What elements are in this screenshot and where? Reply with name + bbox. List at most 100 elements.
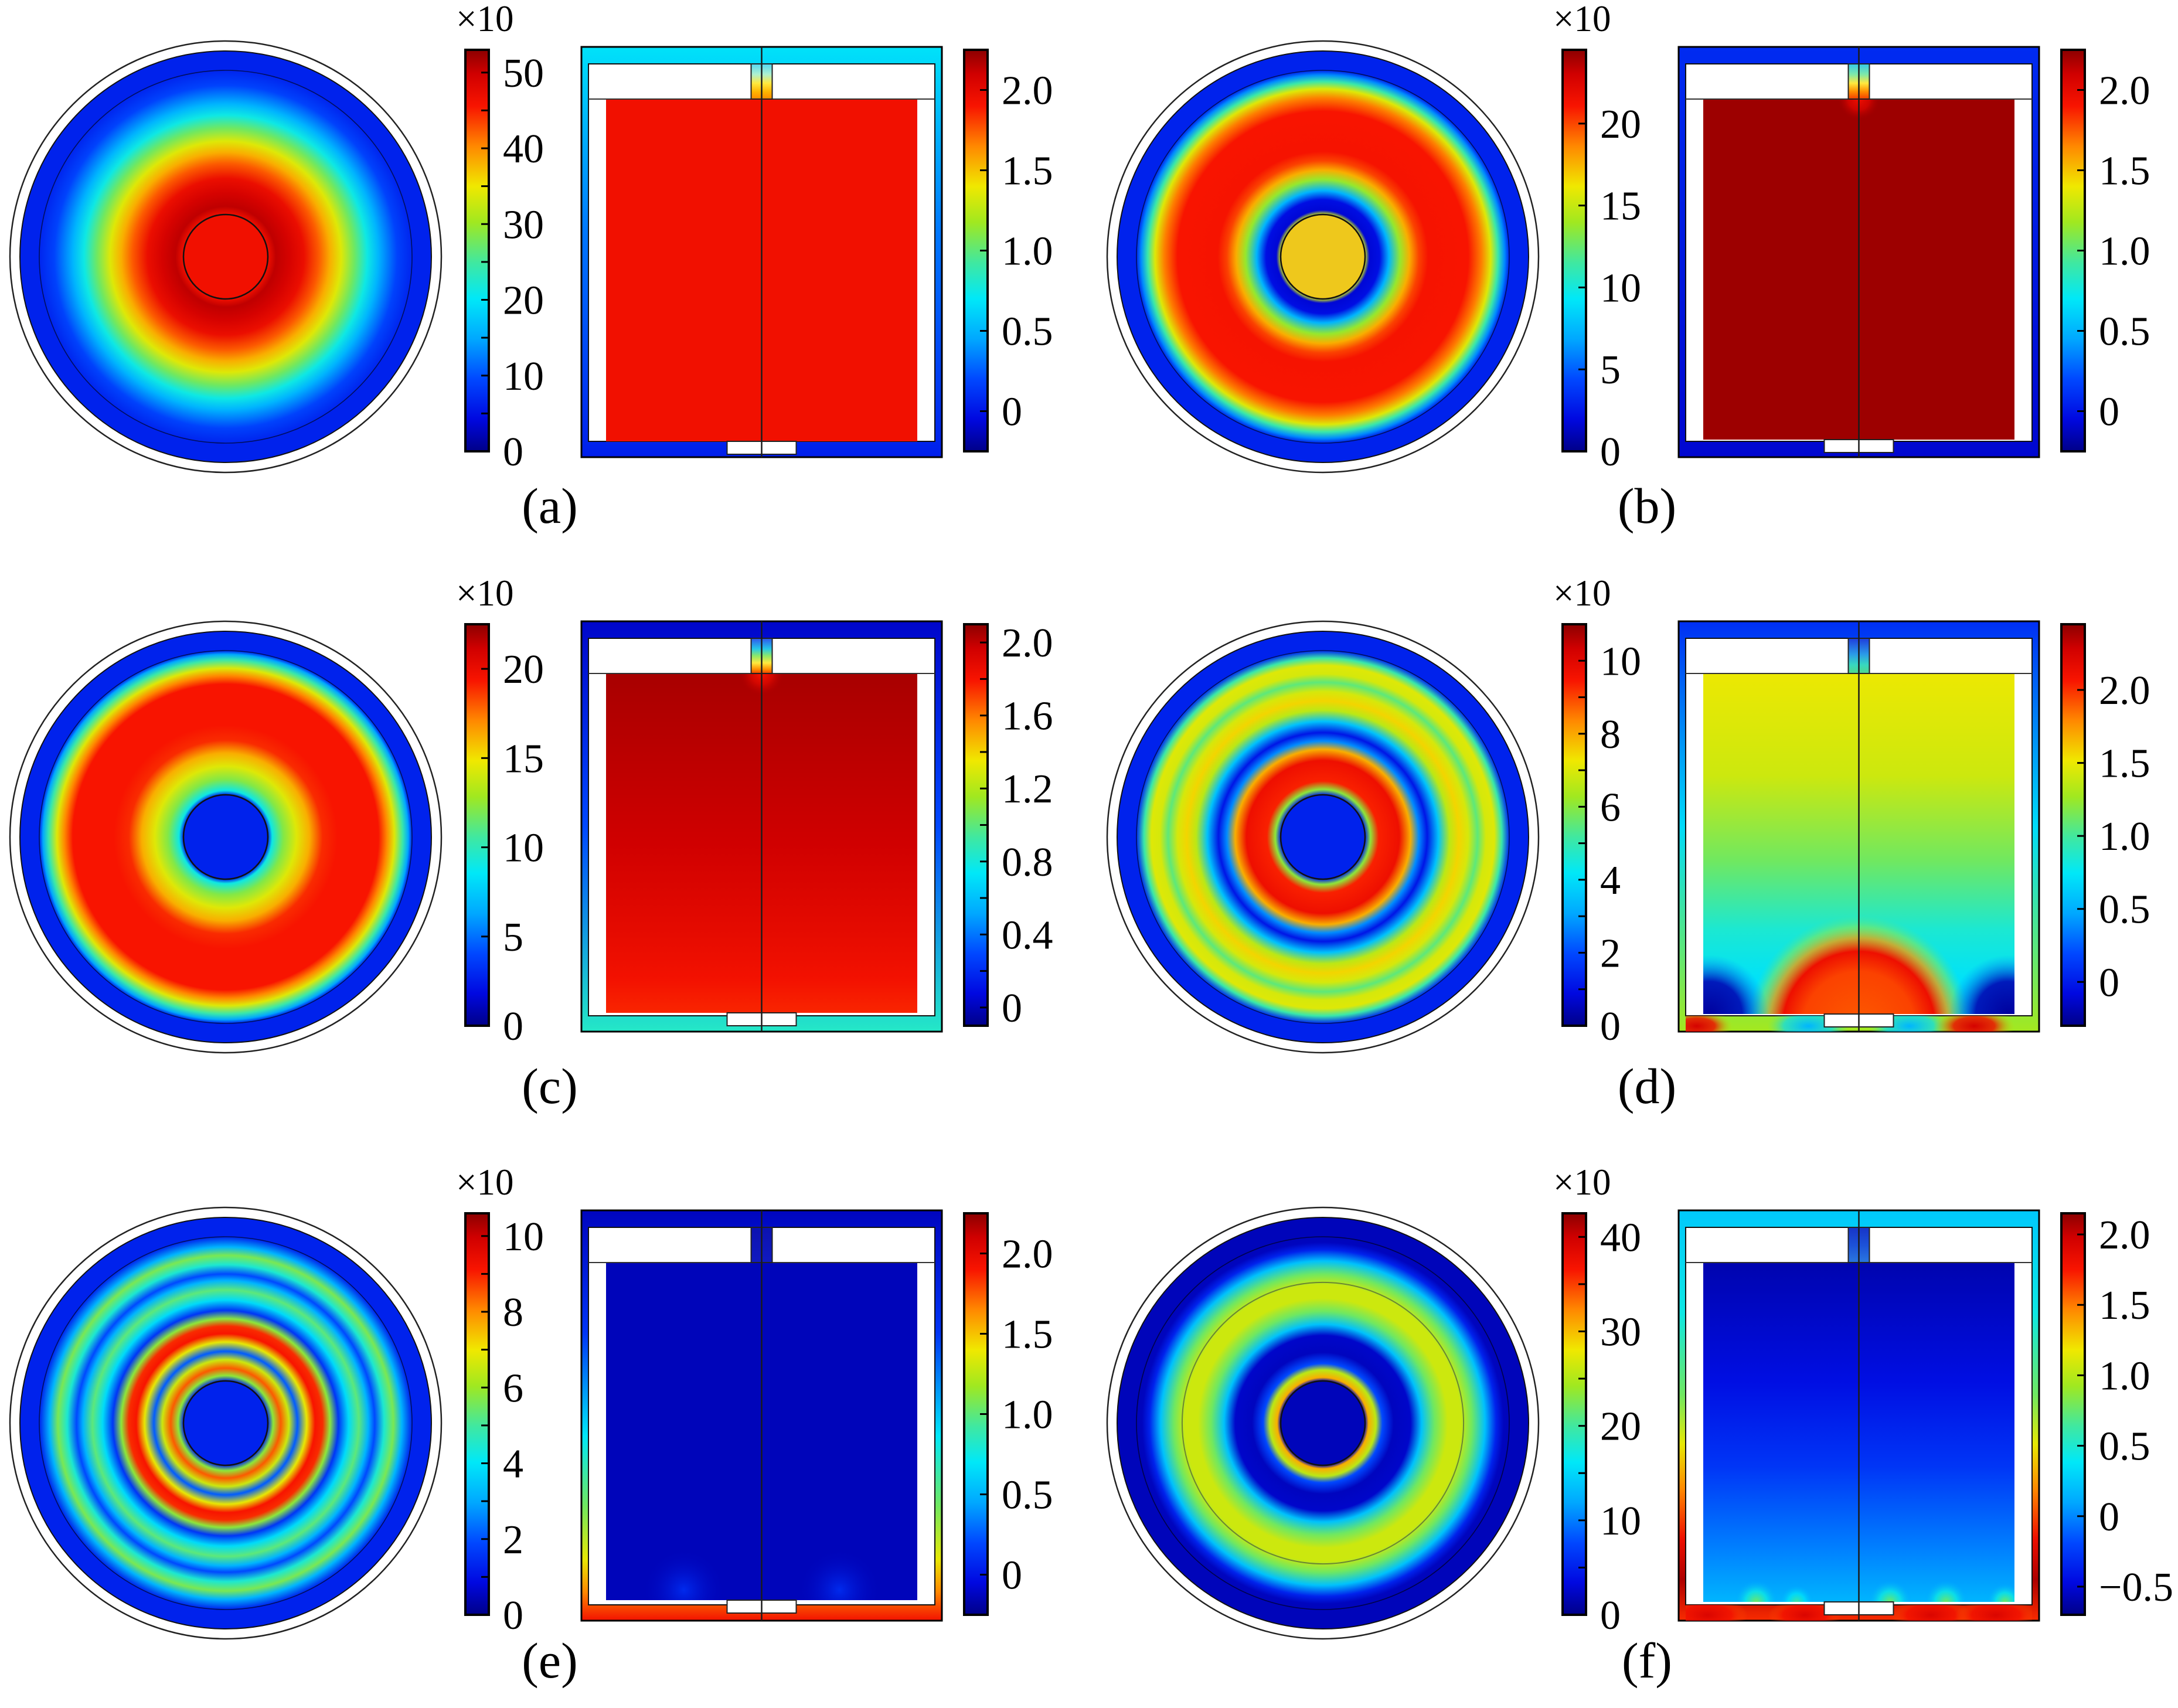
colorbar-tick-label: 20	[503, 278, 544, 324]
colorbar-tick-label: 8	[1600, 712, 1621, 757]
circle-plot-b	[1106, 40, 1540, 474]
colorbar-tick-label: 0	[503, 1004, 523, 1049]
section-plot-c	[580, 620, 943, 1033]
field-blob	[1949, 955, 2014, 1014]
colorbar-section-bar-f	[2060, 1212, 2086, 1616]
colorbar-exponent: ×10	[1553, 573, 1611, 614]
colorbar-tick-label: 4	[1600, 858, 1621, 903]
colorbar-field-bar-d	[1561, 623, 1587, 1027]
hotspot	[1686, 1605, 1748, 1621]
colorbar-tick-label: 0	[1002, 390, 1022, 435]
colorbar-tick-label: 1.5	[1002, 1312, 1053, 1357]
circle-plot-d	[1106, 620, 1540, 1054]
colorbar-field-bar-a	[464, 49, 490, 452]
faint-boundary-ring-f	[1181, 1281, 1465, 1565]
colorbar-tick-label: 40	[1600, 1215, 1641, 1260]
colorbar-tick-label: 20	[1600, 102, 1641, 147]
colorbar-tick-label: 2.0	[1002, 621, 1053, 666]
colorbar-tick-label: 0	[1600, 1004, 1621, 1049]
hotspot	[1890, 1605, 1972, 1621]
colorbar-tick-label: 10	[503, 354, 544, 399]
circle-plot-f	[1106, 1206, 1540, 1640]
field-blob	[1703, 955, 1769, 1014]
hotspot	[1768, 1605, 1842, 1621]
colorbar-field-bar-e	[464, 1212, 490, 1616]
panel-d: 0 2 4 6 8 10 ×10 0 0.5 1.0 1.5 2.0 (d)	[1106, 573, 2150, 1114]
section-plot-a	[580, 46, 943, 458]
panel-label-e: (e)	[522, 1632, 577, 1689]
colorbar-tick-label: 1.0	[2099, 229, 2150, 274]
colorbar-tick-label: 0.4	[1002, 913, 1053, 958]
colorbar-tick-label: 0	[1600, 430, 1621, 475]
colorbar-tick-label: −0.5	[2099, 1565, 2173, 1610]
colorbar-tick-label: 10	[503, 1214, 544, 1260]
colorbar-tick-label: 0	[2099, 1495, 2119, 1540]
colorbar-tick-label: 0	[503, 1593, 523, 1638]
field-blob	[799, 1549, 880, 1600]
field-blob	[1868, 1580, 1912, 1602]
colorbar-tick-label: 2.0	[1002, 69, 1053, 114]
colorbar-field-e: 0 2 4 6 8 10 ×10	[456, 1162, 544, 1638]
colorbar-tick-label: 6	[503, 1366, 523, 1411]
panel-b: 0 5 10 15 20 ×10 0 0.5 1.0 1.5 2.0 (b)	[1106, 0, 2150, 534]
circle-plot-c	[9, 620, 443, 1054]
colorbar-tick-label: 0.5	[1002, 309, 1053, 355]
colorbar-tick-label: 1.0	[1002, 229, 1053, 274]
colorbar-section-b: 0 0.5 1.0 1.5 2.0	[2060, 49, 2150, 452]
field-blob	[1986, 1583, 2014, 1602]
colorbar-tick-label: 1.0	[2099, 1353, 2150, 1399]
colorbar-tick-label: 1.0	[2099, 814, 2150, 859]
colorbar-tick-label: 5	[1600, 348, 1621, 393]
panel-f: 0 10 20 30 40 ×10 −0.5 0 0.5 1.0 1.5 2.0 (f)	[1106, 1162, 2173, 1689]
colorbar-tick-label: 30	[503, 202, 544, 247]
colorbar-tick-label: 10	[1600, 1499, 1641, 1544]
circle-plot-a	[9, 40, 443, 474]
colorbar-field-bar-c	[464, 623, 490, 1027]
colorbar-tick-label: 50	[503, 51, 544, 96]
colorbar-exponent: ×10	[456, 573, 514, 614]
colorbar-tick-label: 2	[1600, 931, 1621, 976]
circle-plot-e	[9, 1206, 443, 1640]
sample-rod-d	[1279, 794, 1366, 880]
colorbar-tick-label: 0	[2099, 960, 2119, 1005]
colorbar-tick-label: 2	[503, 1518, 523, 1563]
colorbar-tick-label: 0	[1002, 1553, 1022, 1598]
colorbar-tick-label: 0.5	[2099, 1424, 2150, 1469]
bottom-wall-hotspots-d	[1686, 1016, 2016, 1032]
panel-e: 0 2 4 6 8 10 ×10 0 0.5 1.0 1.5 2.0 (e)	[9, 1162, 1053, 1689]
section-plot-f	[1677, 1209, 2040, 1622]
colorbar-tick-label: 1.2	[1002, 767, 1053, 812]
sample-rod-e	[182, 1380, 269, 1467]
colorbar-field-bar-f	[1561, 1212, 1587, 1616]
colorbar-section-d: 0 0.5 1.0 1.5 2.0	[2060, 623, 2150, 1027]
colorbar-section-f: −0.5 0 0.5 1.0 1.5 2.0	[2060, 1212, 2173, 1616]
panel-c: 0 5 10 15 20 ×10 0 0.4 0.8 1.2 1.6 2.0 (c)	[9, 573, 1053, 1114]
colorbar-tick-label: 2.0	[2099, 69, 2150, 114]
colorbar-tick-label: 1.5	[1002, 149, 1053, 194]
panel-label-d: (d)	[1618, 1058, 1676, 1114]
colorbar-field-a: 0 10 20 30 40 50 ×10	[456, 0, 544, 475]
section-plot-d	[1677, 620, 2040, 1033]
sample-rod-f	[1279, 1380, 1366, 1467]
colorbar-section-c: 0 0.4 0.8 1.2 1.6 2.0	[963, 621, 1053, 1031]
colorbar-tick-label: 0.5	[2099, 887, 2150, 933]
colorbar-section-e: 0 0.5 1.0 1.5 2.0	[963, 1212, 1053, 1616]
colorbar-tick-label: 1.5	[2099, 1283, 2150, 1328]
colorbar-tick-label: 40	[503, 127, 544, 172]
colorbar-tick-label: 1.5	[2099, 741, 2150, 787]
colorbar-tick-label: 10	[1600, 639, 1641, 684]
colorbar-tick-label: 2.0	[1002, 1232, 1053, 1277]
colorbar-tick-label: 30	[1600, 1309, 1641, 1355]
sample-rod-c	[182, 794, 269, 880]
colorbar-tick-label: 2.0	[2099, 668, 2150, 713]
field-blob	[643, 1549, 724, 1600]
colorbar-tick-label: 10	[503, 826, 544, 871]
sample-rod-a	[182, 213, 269, 300]
colorbar-tick-label: 20	[503, 647, 544, 692]
colorbar-exponent: ×10	[456, 0, 514, 39]
panel-a: 0 10 20 30 40 50 ×10 0 0.5 1.0 1.5 2.0 (a)	[9, 0, 1053, 534]
colorbar-tick-label: 2.0	[2099, 1213, 2150, 1258]
colorbar-tick-label: 8	[503, 1290, 523, 1335]
